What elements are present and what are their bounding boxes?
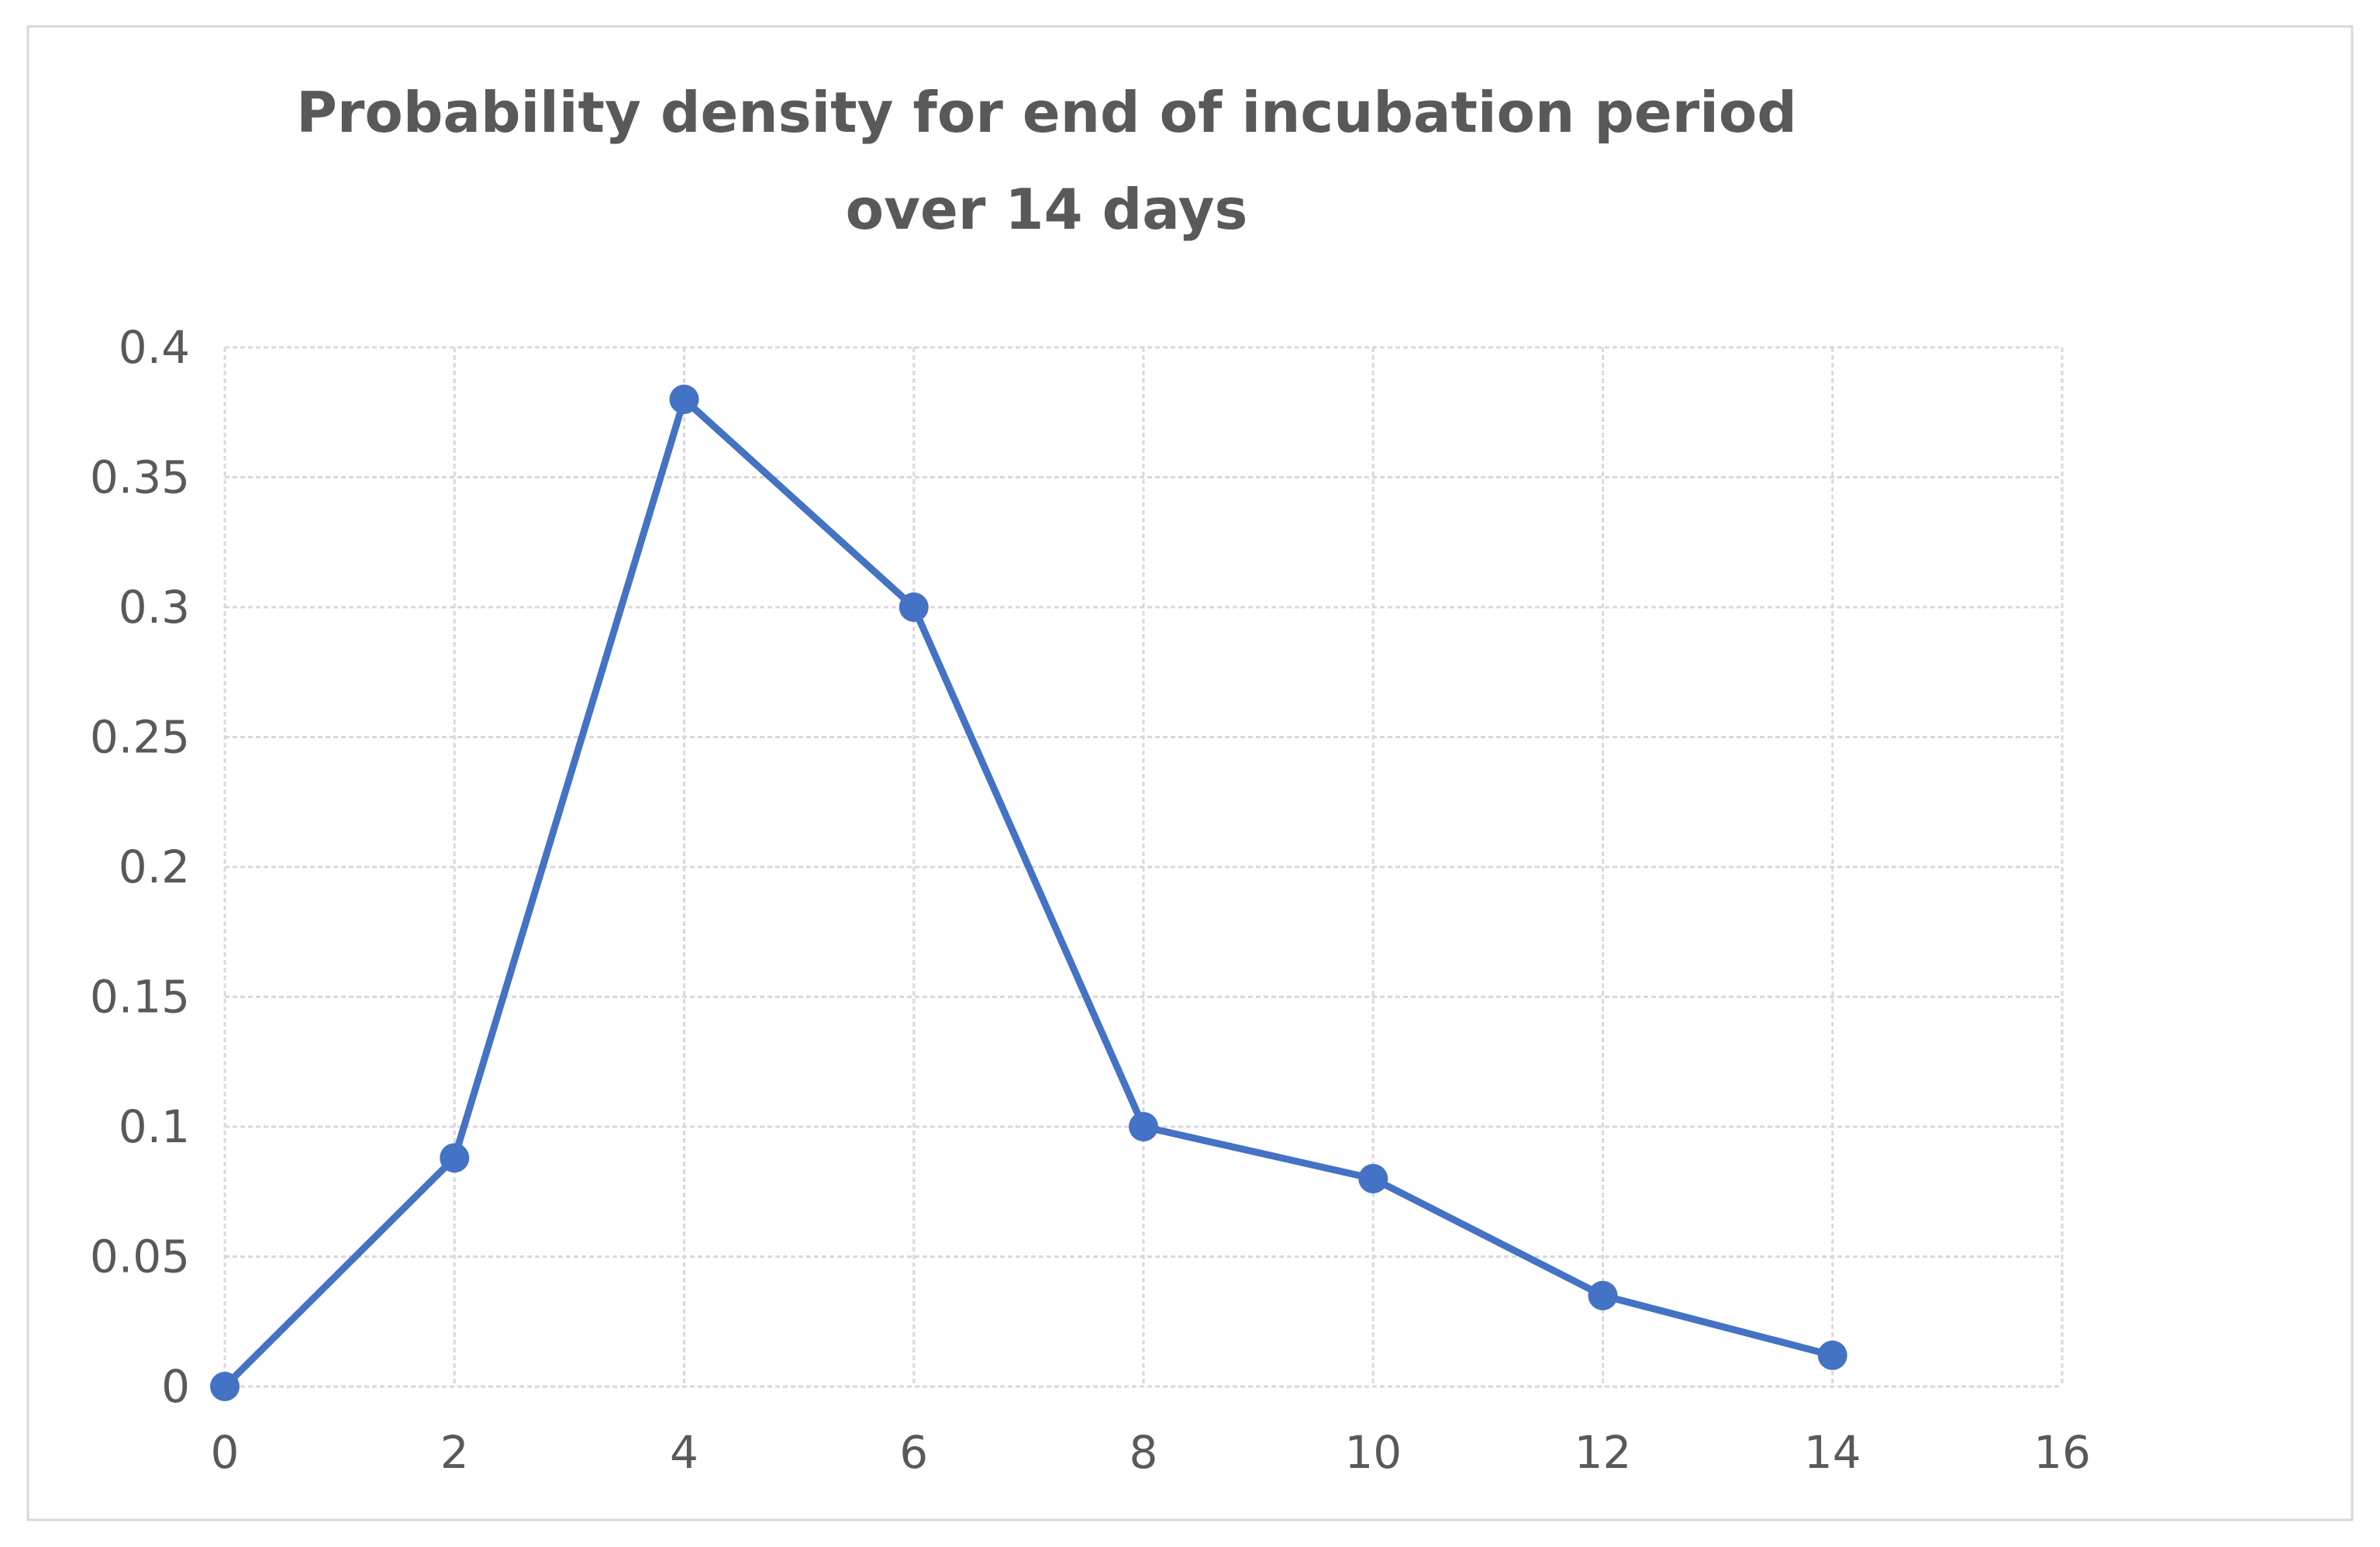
y-tick-label: 0.3 xyxy=(119,581,190,634)
axis-layer: 0 0.05 0.1 0.15 0.2 0.25 0.3 0.35 0.4 0 2 4 6 8 10 12 14… xyxy=(90,321,2091,1479)
x-tick-label: 16 xyxy=(2033,1426,2091,1479)
data-point xyxy=(669,385,699,414)
y-tick-label: 0.2 xyxy=(119,841,190,893)
x-tick-label: 0 xyxy=(211,1426,240,1479)
y-tick-label: 0 xyxy=(161,1360,190,1413)
x-tick-label: 6 xyxy=(899,1426,928,1479)
x-tick-label: 10 xyxy=(1344,1426,1402,1479)
series-line xyxy=(221,395,1837,1390)
data-point xyxy=(1358,1164,1388,1193)
chart-title-line-2: over 14 days xyxy=(846,177,1248,242)
y-tick-label: 0.15 xyxy=(90,971,190,1024)
y-tick-label: 0.25 xyxy=(90,711,190,764)
data-point xyxy=(440,1143,470,1173)
x-tick-label: 12 xyxy=(1575,1426,1632,1479)
data-point xyxy=(210,1372,240,1401)
chart-title-line-1: Probability density for end of incubatio… xyxy=(296,80,1797,145)
x-tick-label: 2 xyxy=(440,1426,469,1479)
grid-layer xyxy=(223,346,2064,1388)
y-tick-label: 0.05 xyxy=(90,1231,190,1283)
y-tick-label: 0.1 xyxy=(119,1100,190,1153)
y-tick-label: 0.4 xyxy=(119,321,190,374)
data-point xyxy=(1588,1280,1618,1310)
data-point xyxy=(899,592,929,622)
y-tick-label: 0.35 xyxy=(90,451,190,504)
series-layer xyxy=(210,385,1847,1401)
x-tick-label: 14 xyxy=(1804,1426,1861,1479)
data-point xyxy=(1129,1112,1158,1141)
x-tick-label: 4 xyxy=(670,1426,698,1479)
data-point xyxy=(1817,1340,1847,1370)
x-tick-label: 8 xyxy=(1130,1426,1158,1479)
chart-border xyxy=(26,25,2354,1521)
